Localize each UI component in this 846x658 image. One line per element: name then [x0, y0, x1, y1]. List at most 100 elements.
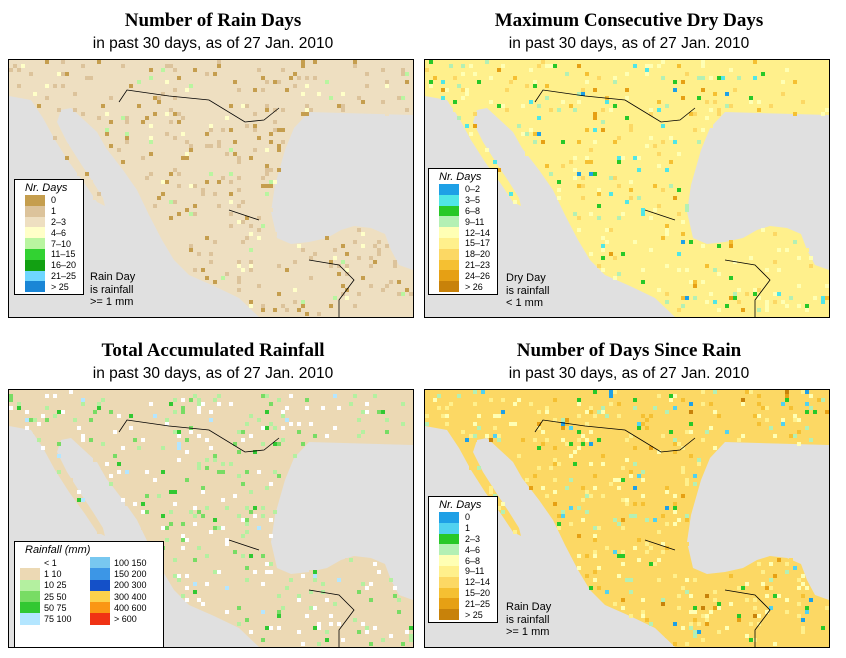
map-cell — [317, 622, 321, 626]
map-cell — [273, 610, 277, 614]
map-cell — [217, 402, 221, 406]
map-cell — [773, 232, 777, 236]
legend-label: 9–11 — [465, 566, 485, 577]
map-cell — [817, 88, 821, 92]
map-cell — [769, 578, 773, 582]
map-cell — [693, 618, 697, 622]
map-cell — [265, 172, 269, 176]
map-cell — [805, 610, 809, 614]
map-cell — [145, 510, 149, 514]
map-cell — [197, 510, 201, 514]
map-cell — [693, 450, 697, 454]
map-cell — [761, 590, 765, 594]
map-cell — [673, 502, 677, 506]
map-cell — [53, 136, 57, 140]
map-cell — [521, 104, 525, 108]
map-cell — [149, 152, 153, 156]
map-cell — [717, 414, 721, 418]
map-cell — [393, 414, 397, 418]
map-cell — [205, 402, 209, 406]
legend-swatch — [25, 281, 45, 293]
map-cell — [181, 546, 185, 550]
map-cell — [261, 582, 265, 586]
map-cell — [109, 144, 113, 148]
map-cell — [649, 446, 653, 450]
map-cell — [229, 128, 233, 132]
map-cell — [45, 96, 49, 100]
map-cell — [245, 518, 249, 522]
map-cell — [245, 152, 249, 156]
map-cell — [609, 144, 613, 148]
map-cell — [601, 494, 605, 498]
map-cell — [617, 414, 621, 418]
map-cell — [385, 244, 389, 248]
legend-swatch — [439, 270, 459, 282]
map-cell — [765, 406, 769, 410]
map-cell — [661, 80, 665, 84]
map-cell — [193, 438, 197, 442]
map-cell — [601, 268, 605, 272]
map-cell — [329, 304, 333, 308]
map-cell — [649, 136, 653, 140]
map-cell — [749, 256, 753, 260]
map-cell — [277, 474, 281, 478]
map-cell — [117, 108, 121, 112]
state-lines — [534, 89, 771, 317]
map-cell — [693, 634, 697, 638]
map-cell — [253, 514, 257, 518]
map-cell — [453, 100, 457, 104]
map-cell — [265, 426, 269, 430]
map-cell — [221, 498, 225, 502]
map-cell — [125, 116, 129, 120]
map-cell — [233, 240, 237, 244]
map-cell — [661, 434, 665, 438]
map-cell — [737, 438, 741, 442]
map-cell — [593, 128, 597, 132]
map-cell — [209, 260, 213, 264]
map-cell — [73, 430, 77, 434]
map-cell — [121, 160, 125, 164]
map-cell — [601, 462, 605, 466]
map-cell — [625, 502, 629, 506]
legend-label: 21–25 — [465, 598, 491, 609]
map-cell — [373, 244, 377, 248]
map-cell — [613, 518, 617, 522]
map-cell — [261, 470, 265, 474]
map-cell — [685, 482, 689, 486]
map-cell — [741, 398, 745, 402]
map-cell — [789, 406, 793, 410]
map-cell — [297, 244, 301, 248]
map-cell — [181, 406, 185, 410]
map-cell — [577, 430, 581, 434]
map-cell — [597, 410, 601, 414]
map-cell — [161, 92, 165, 96]
map-cell — [265, 148, 269, 152]
legend-swatch — [90, 579, 110, 591]
map-cell — [793, 630, 797, 634]
map-cell — [137, 104, 141, 108]
map-cell — [201, 188, 205, 192]
map-cell — [265, 216, 269, 220]
map-cell — [237, 280, 241, 284]
map-cell — [17, 84, 21, 88]
map-cell — [525, 478, 529, 482]
map-cell — [249, 630, 253, 634]
legend-swatch — [25, 270, 45, 282]
map-cell — [405, 88, 409, 92]
map-cell — [777, 566, 781, 570]
map-cell — [237, 450, 241, 454]
map-cell — [517, 398, 521, 402]
legend-entry: 7–10 — [25, 238, 83, 249]
map-cell — [513, 530, 517, 534]
note: Dry Day is rainfall < 1 mm — [506, 272, 549, 310]
legend-label: 1 — [465, 523, 471, 534]
map-cell — [589, 172, 593, 176]
map-cell — [165, 80, 169, 84]
map-cell — [653, 208, 657, 212]
map-cell — [201, 76, 205, 80]
map-cell — [209, 216, 213, 220]
map-cell — [761, 582, 765, 586]
map-cell — [185, 88, 189, 92]
map-cell — [717, 606, 721, 610]
legend-label: > 25 — [51, 281, 69, 292]
